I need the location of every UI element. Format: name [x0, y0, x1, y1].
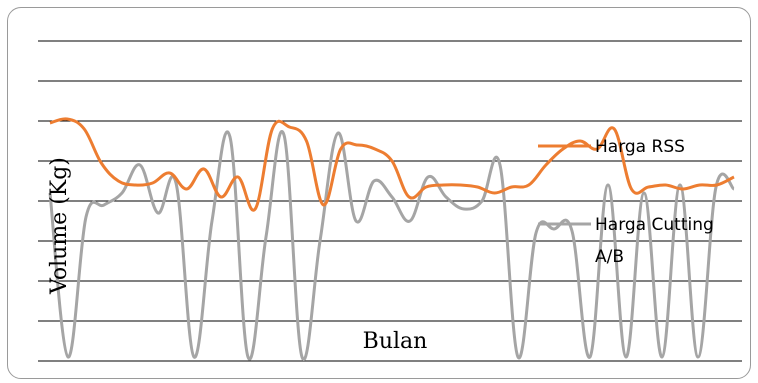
line-chart: Volume (Kg) Bulan Harga RSS Harga Cuttin… [38, 40, 742, 362]
gridlines [38, 40, 742, 362]
series-line-harga-rss [49, 117, 735, 212]
legend-label-harga-cutting-line2: A/B [595, 247, 624, 267]
legend-label-harga-cutting: Harga Cutting A/B [595, 215, 719, 267]
series-line-harga-cutting [48, 130, 736, 361]
legend-label-harga-rss: Harga RSS [595, 137, 685, 157]
series-layer [48, 117, 736, 361]
y-axis-label: Volume (Kg) [47, 157, 72, 295]
chart-frame: Volume (Kg) Bulan Harga RSS Harga Cuttin… [7, 7, 751, 379]
legend-label-harga-cutting-line1: Harga Cutting [595, 215, 714, 235]
legend: Harga RSS Harga Cutting A/B [538, 137, 719, 267]
x-axis-label: Bulan [363, 329, 428, 354]
